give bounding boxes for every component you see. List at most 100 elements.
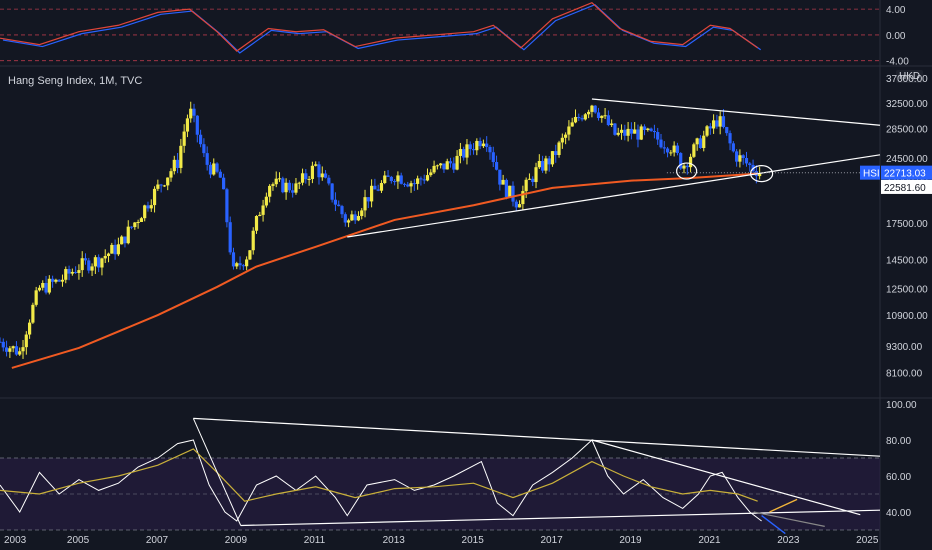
candle-body xyxy=(386,175,390,177)
candle-body xyxy=(649,128,653,131)
candle-body xyxy=(258,214,262,217)
x-tick-label: 2021 xyxy=(698,535,721,546)
candle-body xyxy=(376,189,380,191)
candle-body xyxy=(192,108,196,116)
candle-body xyxy=(596,112,601,119)
candle-body xyxy=(126,226,130,244)
macd-tick-label: -4.00 xyxy=(886,57,909,68)
candle-body xyxy=(465,144,469,158)
candle-body xyxy=(731,143,735,152)
candle-body xyxy=(44,283,48,293)
candle-body xyxy=(425,175,430,181)
candle-body xyxy=(448,161,453,164)
candle-body xyxy=(297,182,301,184)
candle-body xyxy=(80,258,84,271)
candle-body xyxy=(346,220,351,223)
candle-body xyxy=(281,178,285,193)
candle-body xyxy=(172,159,176,172)
candle-body xyxy=(396,175,400,182)
candle-body xyxy=(8,348,12,352)
candle-body xyxy=(320,173,324,178)
macd-signal-line xyxy=(2,3,762,54)
candle-body xyxy=(208,164,213,175)
candle-body xyxy=(120,236,124,245)
candle-body xyxy=(636,129,640,140)
candle-body xyxy=(21,347,25,352)
candle-body xyxy=(304,173,308,180)
candle-body xyxy=(702,135,706,148)
candle-body xyxy=(363,197,367,211)
price-badges: HSI 22713.03 22581.60 xyxy=(860,165,932,194)
x-tick-label: 2009 xyxy=(225,535,248,546)
candle-body xyxy=(741,155,745,159)
candle-body xyxy=(113,244,117,255)
rsi-trendline xyxy=(240,509,881,527)
candle-body xyxy=(330,183,334,200)
x-tick-label: 2005 xyxy=(67,535,90,546)
candle-body xyxy=(182,131,186,146)
candle-body xyxy=(169,171,173,178)
candle-body xyxy=(455,155,459,170)
rsi-band xyxy=(0,458,880,530)
candle-body xyxy=(116,244,120,255)
candle-body xyxy=(665,148,670,153)
candle-body xyxy=(215,163,219,172)
candle-body xyxy=(501,179,505,185)
candle-body xyxy=(721,116,726,128)
candle-body xyxy=(314,164,318,166)
candle-body xyxy=(366,197,370,202)
candle-body xyxy=(642,126,647,130)
candle-body xyxy=(47,278,51,293)
candle-body xyxy=(685,165,689,168)
symbol-badge-label: HSI xyxy=(863,169,880,180)
candle-body xyxy=(429,172,433,176)
candle-body xyxy=(567,126,571,135)
candle-body xyxy=(524,179,528,192)
candle-body xyxy=(452,163,456,170)
candle-body xyxy=(93,257,97,267)
candle-body xyxy=(399,175,403,184)
rsi-arrow xyxy=(761,515,786,535)
candle-body xyxy=(83,258,88,261)
candle-body xyxy=(379,183,384,191)
candle-body xyxy=(323,173,328,178)
candle-body xyxy=(74,271,78,273)
price-tick-label: 14500.00 xyxy=(886,256,928,267)
candle-body xyxy=(11,346,15,349)
candle-body xyxy=(37,287,42,291)
candle-body xyxy=(603,115,607,117)
candle-body xyxy=(149,205,153,209)
rsi-tick-label: 40.00 xyxy=(886,508,911,519)
candle-body xyxy=(87,260,91,271)
candle-body xyxy=(669,152,673,154)
candle-body xyxy=(633,129,637,134)
candle-body xyxy=(705,126,709,136)
candle-body xyxy=(268,185,272,197)
candle-body xyxy=(152,188,157,206)
candle-body xyxy=(537,160,541,168)
candle-body xyxy=(409,183,413,187)
candle-body xyxy=(317,164,321,178)
rsi-projection xyxy=(753,511,825,527)
price-tick-label: 12500.00 xyxy=(886,284,928,295)
candle-body xyxy=(521,191,525,205)
candle-body xyxy=(310,165,315,179)
candle-body xyxy=(544,158,548,171)
candle-body xyxy=(185,118,190,132)
macd-line xyxy=(0,2,759,52)
candle-body xyxy=(554,151,558,156)
candle-body xyxy=(350,214,354,221)
candle-body xyxy=(77,270,81,273)
support-trendline xyxy=(347,154,881,238)
candle-body xyxy=(494,162,499,170)
candle-body xyxy=(485,143,489,147)
candle-body xyxy=(646,128,650,130)
candle-body xyxy=(264,196,268,206)
candle-body xyxy=(412,183,416,185)
candle-body xyxy=(51,278,55,282)
candle-body xyxy=(758,173,762,177)
resistance-trendline xyxy=(591,98,881,126)
currency-badge[interactable]: HKD xyxy=(896,70,924,83)
